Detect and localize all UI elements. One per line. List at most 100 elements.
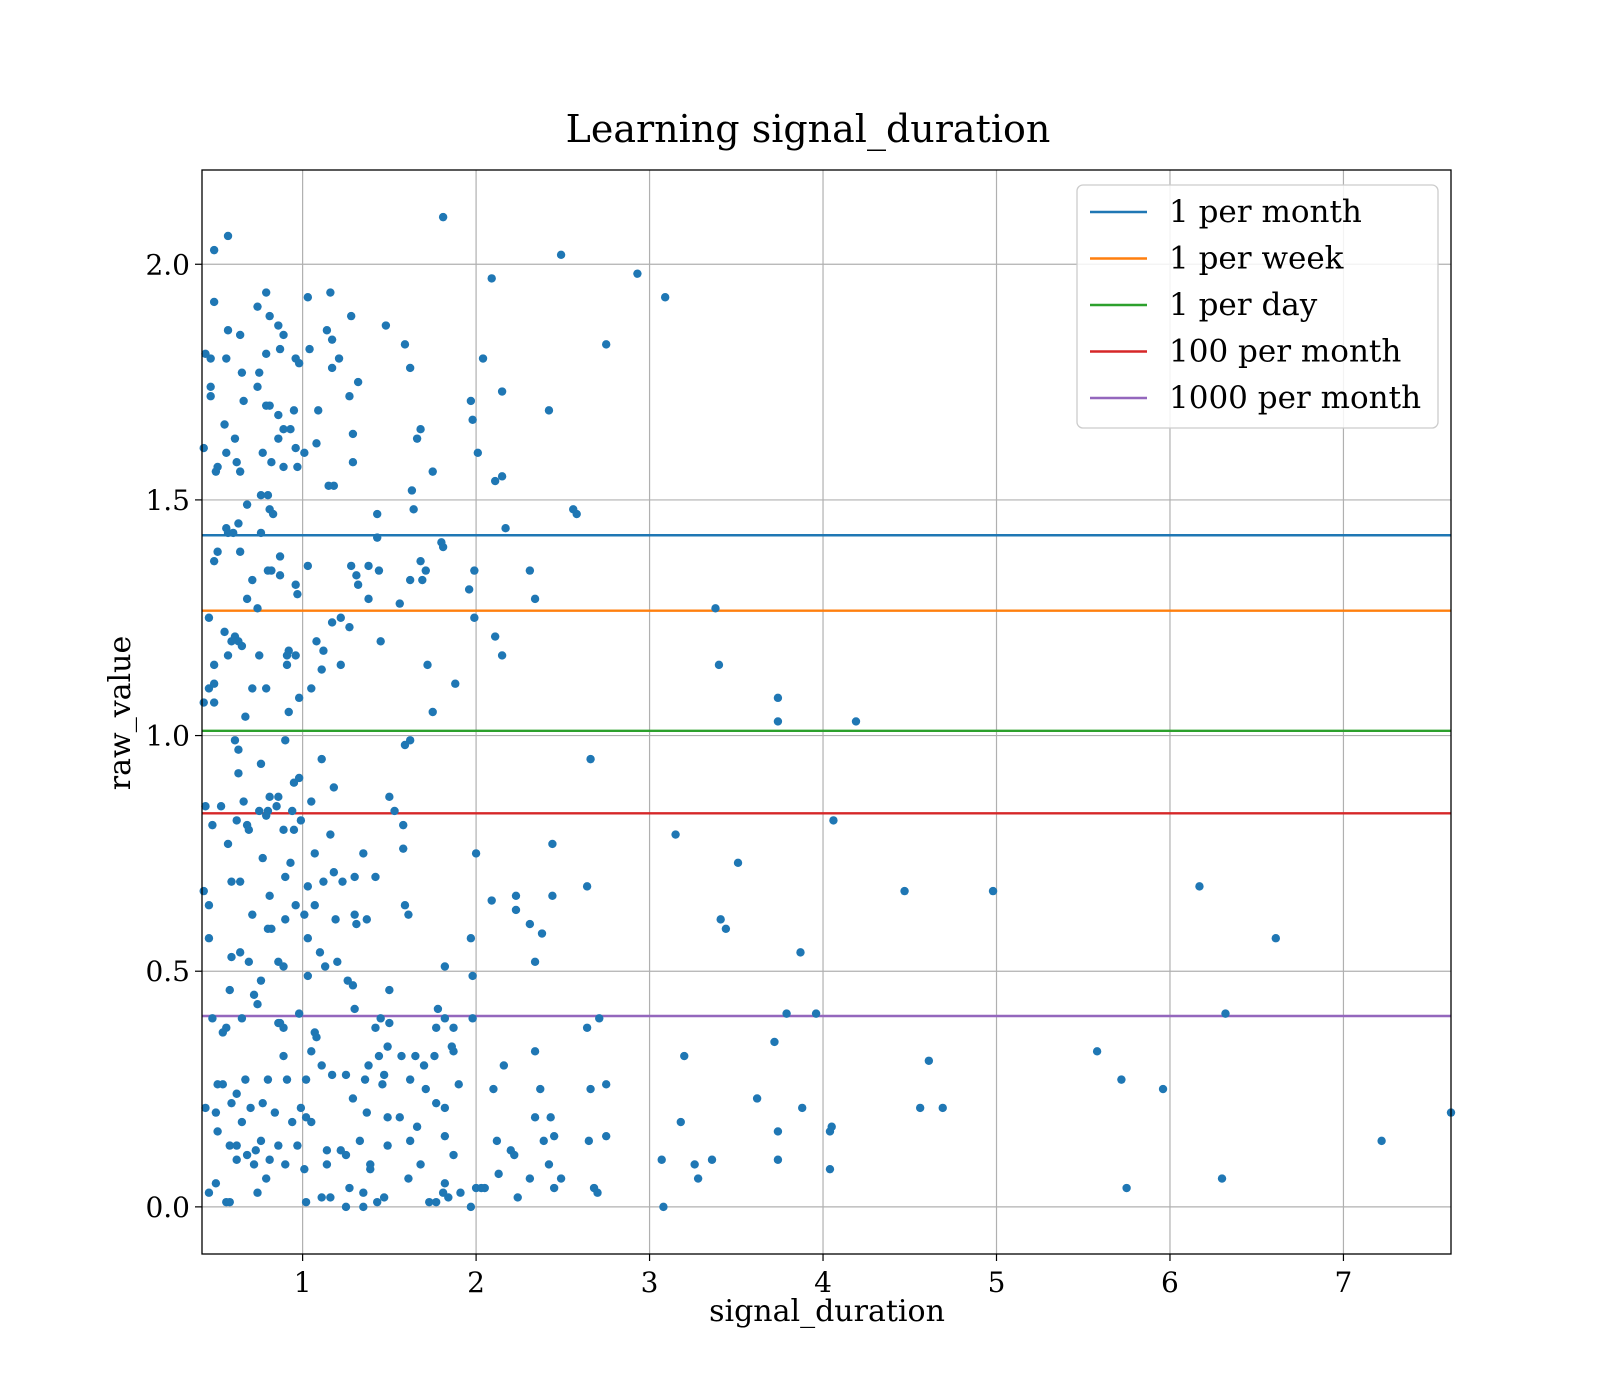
data-point [338, 877, 347, 886]
data-point [239, 797, 248, 806]
data-point [263, 491, 273, 500]
data-point [225, 985, 234, 995]
data-point [261, 1174, 271, 1183]
data-point [227, 877, 236, 886]
data-point [404, 910, 413, 919]
data-point [261, 288, 271, 297]
data-point [307, 797, 316, 806]
data-point [258, 853, 267, 863]
data-point [490, 632, 500, 641]
data-point [716, 915, 725, 924]
x-tick-label: 2 [467, 1266, 485, 1299]
data-point [201, 1103, 210, 1113]
data-point [988, 886, 998, 896]
data-point [379, 1193, 389, 1202]
data-point [530, 594, 540, 604]
data-point [350, 1004, 359, 1014]
data-point [286, 858, 295, 868]
data-point [556, 1174, 566, 1183]
data-point [255, 368, 264, 377]
data-point [676, 1117, 685, 1127]
data-point [348, 981, 358, 990]
data-point [593, 1188, 602, 1197]
x-axis-label: signal_duration [709, 1294, 945, 1329]
data-point [294, 359, 304, 368]
data-point [223, 839, 233, 849]
data-point [211, 1179, 221, 1188]
data-point [218, 1028, 228, 1037]
data-point [307, 684, 316, 693]
data-point [275, 571, 285, 580]
data-point [385, 1018, 394, 1028]
data-point [249, 990, 259, 999]
data-point [265, 792, 274, 802]
data-point [319, 646, 328, 655]
data-point [208, 1014, 217, 1023]
x-axis-ticks: 1 2 3 4 5 6 7 [294, 1254, 1352, 1299]
data-point [204, 1188, 214, 1197]
data-point [279, 1051, 288, 1061]
data-point [241, 712, 250, 721]
data-point [900, 886, 909, 896]
data-point [253, 302, 262, 311]
data-point [915, 1103, 925, 1113]
data-point [256, 491, 266, 500]
data-point [447, 1042, 456, 1051]
data-point [293, 462, 302, 472]
data-point [544, 406, 554, 415]
data-point [274, 321, 283, 330]
data-point [279, 962, 288, 971]
x-tick-label: 5 [988, 1266, 1006, 1299]
data-point [690, 1160, 699, 1169]
data-point [400, 901, 410, 910]
data-point [659, 1202, 668, 1212]
data-point [282, 660, 292, 670]
data-point [416, 1160, 425, 1169]
data-point [281, 872, 290, 882]
data-point [261, 811, 271, 820]
data-point [293, 589, 302, 599]
data-point [310, 901, 319, 910]
data-point [242, 500, 252, 509]
data-point [468, 415, 477, 424]
data-point [364, 1061, 373, 1070]
data-point [385, 985, 394, 995]
data-point [497, 387, 507, 396]
data-point [489, 1084, 498, 1094]
data-point [1221, 1009, 1230, 1018]
data-point [235, 547, 245, 556]
data-point [411, 1051, 420, 1061]
data-point [282, 1075, 292, 1084]
data-point [549, 1183, 559, 1193]
legend: 1 per month 1 per week 1 per day 100 per mo… [1076, 184, 1439, 429]
data-point [248, 910, 257, 919]
data-point [572, 509, 581, 519]
data-point [510, 1150, 519, 1160]
data-point [454, 1080, 463, 1089]
data-point [303, 293, 313, 302]
data-point [294, 693, 304, 703]
data-point [466, 1202, 476, 1212]
data-point [409, 505, 418, 514]
data-point [499, 1061, 509, 1070]
data-points [199, 212, 1456, 1212]
data-point [275, 344, 285, 354]
data-point [924, 1056, 934, 1065]
data-point [548, 891, 557, 901]
data-point [327, 618, 337, 627]
data-point [317, 665, 326, 674]
data-point [350, 910, 359, 919]
data-point [232, 1089, 241, 1098]
data-point [433, 1004, 443, 1014]
data-point [279, 825, 288, 835]
data-point [407, 486, 417, 495]
data-point [773, 693, 783, 703]
data-point [204, 901, 214, 910]
data-point [326, 1193, 335, 1202]
data-point [312, 1033, 321, 1042]
data-point [232, 1141, 241, 1150]
data-point [322, 1160, 332, 1169]
data-point [416, 556, 425, 566]
data-point [707, 1155, 717, 1164]
reference-lines [202, 534, 1451, 1018]
